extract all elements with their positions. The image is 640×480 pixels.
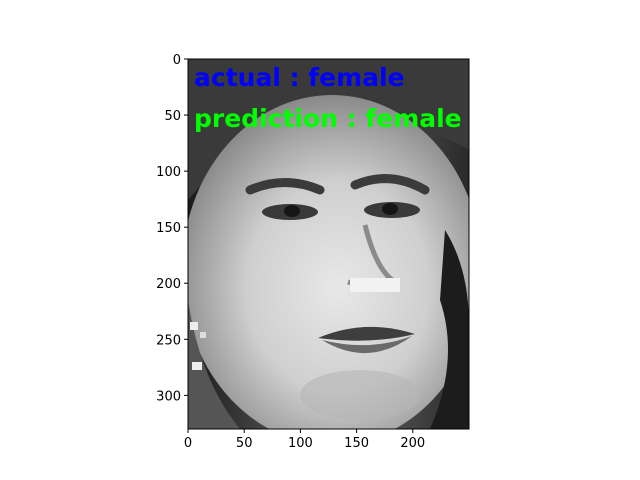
x-tick-label: 150 xyxy=(344,436,369,451)
y-tick-label: 300 xyxy=(156,389,181,404)
prediction-label: prediction : female xyxy=(194,104,462,133)
y-tick-label: 250 xyxy=(156,333,181,348)
y-tick-label: 50 xyxy=(164,109,181,124)
x-axis: 0 50 100 150 200 xyxy=(184,429,425,451)
axes-frame xyxy=(187,58,470,430)
x-tick-label: 100 xyxy=(288,436,313,451)
actual-label: actual : female xyxy=(194,63,405,92)
x-tick-label: 0 xyxy=(184,436,192,451)
face-image xyxy=(188,59,469,429)
y-tick-label: 0 xyxy=(173,53,181,68)
x-tick-label: 200 xyxy=(400,436,425,451)
y-tick-label: 200 xyxy=(156,277,181,292)
y-tick-label: 150 xyxy=(156,221,181,236)
y-axis: 0 50 100 150 200 250 300 xyxy=(156,53,188,404)
y-tick-label: 100 xyxy=(156,165,181,180)
x-tick-label: 50 xyxy=(236,436,253,451)
